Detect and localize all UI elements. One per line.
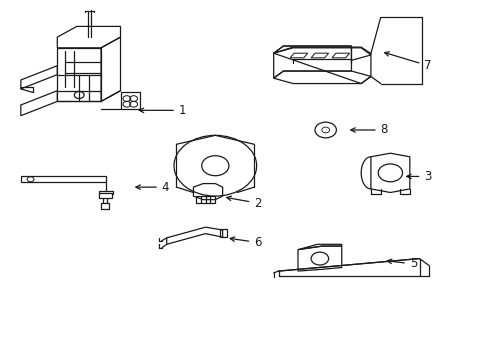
Text: 4: 4 — [136, 181, 169, 194]
Text: 3: 3 — [406, 170, 431, 183]
Text: 6: 6 — [230, 236, 261, 249]
Text: 5: 5 — [386, 257, 416, 270]
Text: 1: 1 — [139, 104, 186, 117]
Text: 2: 2 — [226, 196, 261, 210]
Text: 7: 7 — [384, 52, 431, 72]
Text: 8: 8 — [350, 123, 387, 136]
